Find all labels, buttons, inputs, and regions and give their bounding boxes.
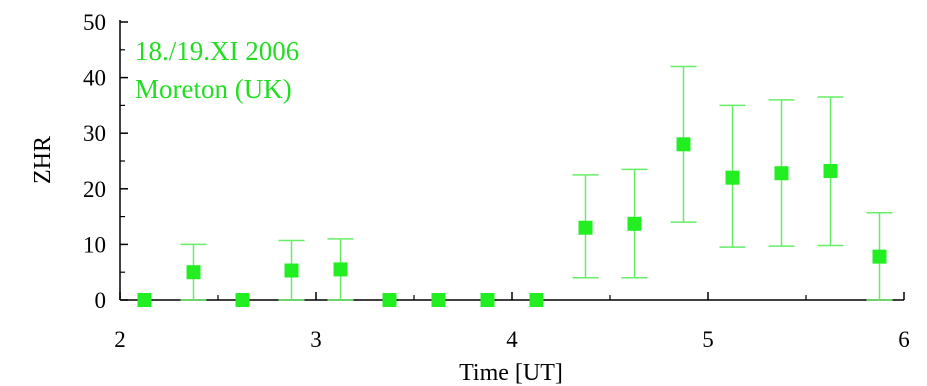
data-point (725, 170, 740, 185)
x-tick-label: 5 (702, 327, 714, 352)
data-point (333, 262, 348, 277)
error-bars (180, 65, 893, 301)
data-point (431, 293, 446, 307)
x-tick-label: 2 (114, 327, 126, 352)
data-point (137, 293, 152, 307)
data-point (284, 263, 299, 278)
y-tick-label: 20 (83, 177, 106, 202)
data-point (529, 293, 544, 307)
data-point (382, 293, 397, 307)
tick-labels: 0 10 20 30 40 50 2 3 4 5 6 (83, 10, 910, 352)
x-tick-label: 3 (310, 327, 322, 352)
x-tick-label: 6 (898, 327, 910, 352)
y-tick-label: 50 (83, 10, 106, 35)
axes (119, 20, 905, 301)
annotation-location: Moreton (UK) (135, 74, 292, 104)
x-tick-label: 4 (506, 327, 518, 352)
data-point (823, 164, 838, 179)
y-tick-label: 30 (83, 121, 106, 146)
y-tick-label: 10 (83, 232, 106, 257)
data-point (186, 265, 201, 280)
data-point (235, 293, 250, 307)
data-markers (137, 137, 887, 307)
data-point (676, 137, 691, 152)
x-axis-label: Time [UT] (459, 360, 563, 386)
data-point (774, 166, 789, 181)
y-tick-label: 40 (83, 66, 106, 91)
data-point (627, 216, 642, 231)
y-axis-label: ZHR (30, 136, 56, 184)
data-point (578, 220, 593, 235)
y-tick-label: 0 (95, 288, 107, 313)
data-point (872, 249, 887, 264)
annotation-date: 18./19.XI 2006 (135, 36, 299, 66)
data-point (480, 293, 495, 307)
